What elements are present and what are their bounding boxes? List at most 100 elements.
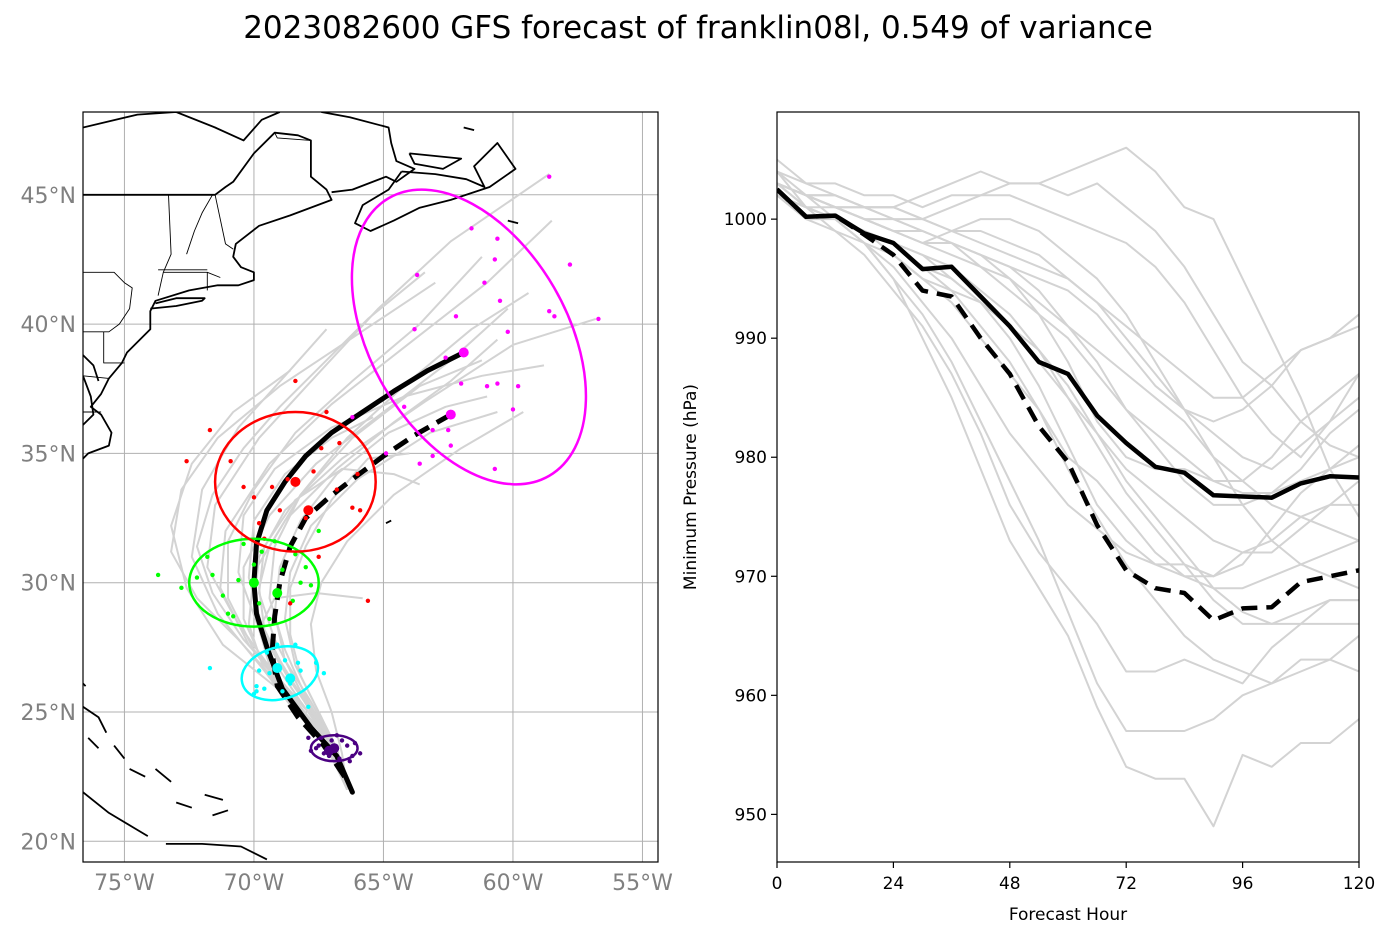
coastline (396, 89, 469, 92)
ensemble-track (258, 359, 483, 790)
member-point (194, 575, 200, 580)
member-point (347, 758, 352, 764)
member-point (417, 461, 422, 466)
member-point (280, 567, 285, 572)
member-point (308, 583, 314, 588)
mean-point-solid (272, 663, 283, 674)
map-lon-tick-label: 65°W (353, 871, 414, 896)
member-point (357, 508, 363, 513)
y-tick-label: 990 (735, 329, 767, 349)
map-lon-tick-label: 70°W (224, 871, 285, 896)
member-point (430, 427, 435, 433)
ensemble-track (268, 292, 530, 790)
mean-point-dashed (285, 673, 296, 684)
member-point (293, 552, 298, 557)
member-point (482, 280, 487, 285)
member-point (414, 272, 420, 278)
member-point (350, 414, 355, 420)
y-tick-label: 1000 (724, 210, 767, 230)
member-point (155, 572, 161, 578)
coastline (507, 219, 519, 225)
coastline (321, 112, 416, 194)
member-point (241, 541, 246, 547)
y-axis-label: Minimum Pressure (hPa) (681, 384, 701, 590)
map-frame (82, 111, 659, 863)
member-point (267, 616, 272, 622)
ensemble-track (170, 281, 436, 790)
state-border (163, 271, 221, 278)
ensemble-pressure-line (777, 170, 1359, 399)
member-point (282, 658, 288, 663)
mean-point-solid (290, 476, 301, 487)
member-point (256, 668, 262, 673)
member-point (319, 446, 324, 451)
member-point (184, 458, 189, 464)
member-point (316, 743, 321, 748)
spread-ellipse (309, 734, 359, 763)
member-point (316, 528, 321, 534)
member-point (288, 601, 293, 606)
member-point (306, 704, 311, 710)
mean-pressure-solid (777, 187, 1359, 500)
member-point (251, 562, 257, 567)
coastline (154, 768, 172, 783)
member-point (205, 554, 210, 560)
coastline (83, 791, 149, 837)
member-point (339, 738, 345, 743)
member-point (567, 262, 573, 267)
ensemble-pressure-line (777, 194, 1359, 625)
state-border (157, 194, 172, 296)
member-point (220, 593, 226, 598)
spread-ellipse (240, 645, 320, 702)
member-point (280, 689, 285, 694)
member-point (295, 660, 301, 666)
coastline (354, 142, 517, 232)
y-tick-label: 980 (735, 448, 767, 468)
pressure-clip-group (777, 146, 1359, 828)
state-border (83, 271, 133, 333)
mean-point-dashed (445, 409, 456, 420)
member-point (254, 683, 259, 689)
member-point (401, 404, 407, 410)
spread-ellipse (350, 188, 588, 486)
member-point (228, 458, 233, 464)
member-point (492, 466, 498, 472)
ensemble-track (273, 395, 488, 790)
spread-ellipse (187, 537, 320, 628)
member-point (316, 554, 321, 560)
member-point (259, 549, 264, 554)
ensemble-track (237, 364, 545, 790)
member-point (256, 601, 262, 606)
ensemble-pressure-line (777, 170, 1359, 459)
member-point (383, 451, 389, 456)
member-point (207, 665, 213, 671)
coastline (113, 745, 126, 760)
member-point (210, 572, 215, 578)
member-point (430, 453, 435, 459)
member-point (412, 327, 417, 332)
x-tick-label: 72 (1115, 874, 1137, 894)
member-point (495, 381, 500, 386)
member-point (355, 471, 360, 477)
member-point (225, 611, 231, 616)
map-lon-tick-label: 60°W (483, 871, 544, 896)
y-tick-label: 950 (735, 805, 767, 825)
member-point (495, 236, 500, 241)
member-point (231, 614, 236, 619)
coastline (87, 737, 100, 749)
member-point (269, 484, 275, 490)
mean-point-dashed (272, 588, 283, 599)
ensemble-track (206, 173, 550, 791)
pressure-frame (776, 111, 1360, 863)
map-lat-tick-label: 20°N (21, 830, 76, 855)
state-border (103, 331, 125, 364)
ensemble-pressure-line (777, 182, 1359, 590)
member-point (334, 487, 340, 492)
x-tick-label: 96 (1232, 874, 1254, 894)
ensemble-pressure-line (777, 170, 1359, 732)
x-tick-label: 120 (1343, 874, 1375, 894)
member-point (267, 671, 272, 676)
mean-point-dashed (303, 505, 314, 516)
coastline (83, 375, 95, 426)
